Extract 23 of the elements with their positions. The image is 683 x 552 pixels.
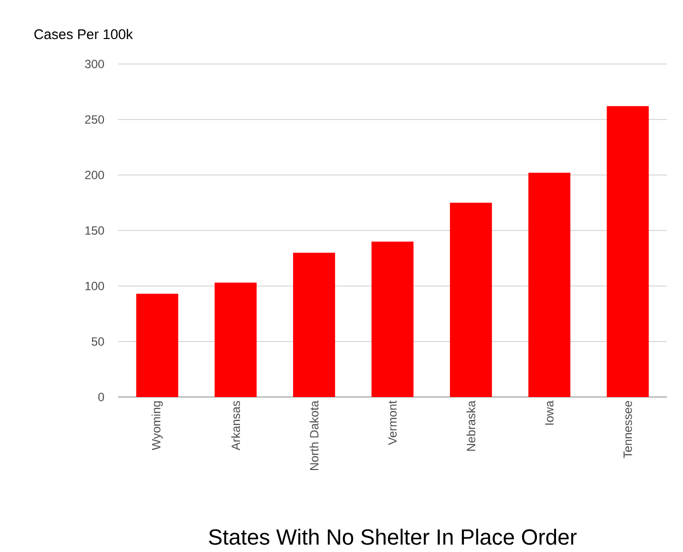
x-tick-label: Nebraska [466,400,476,451]
y-tick-label: 200 [85,170,104,180]
x-tick-label: Arkansas [231,400,240,450]
x-tick-label: North Dakota [310,400,318,470]
y-axis-title: Cases Per 100k [34,28,133,40]
bar [293,252,336,397]
y-tick-label: 300 [84,60,104,68]
bar [528,172,570,397]
x-tick-label: Wyoming [152,401,163,450]
y-tick-label: 100 [85,282,104,290]
y-tick-label: 0 [98,392,104,402]
x-tick-label: Tennessee [624,401,632,458]
bar [214,282,257,397]
x-tick-label: Vermont [388,400,397,445]
bar [606,106,649,397]
y-tick-label: 150 [85,226,104,235]
bar [450,202,492,397]
x-axis-title: States With No Shelter In Place Order [208,528,577,545]
x-tick-label: Iowa [545,400,554,425]
y-tick-label: 50 [92,337,104,346]
bar [136,294,178,397]
bar [372,242,414,397]
y-tick-label: 250 [85,115,104,124]
